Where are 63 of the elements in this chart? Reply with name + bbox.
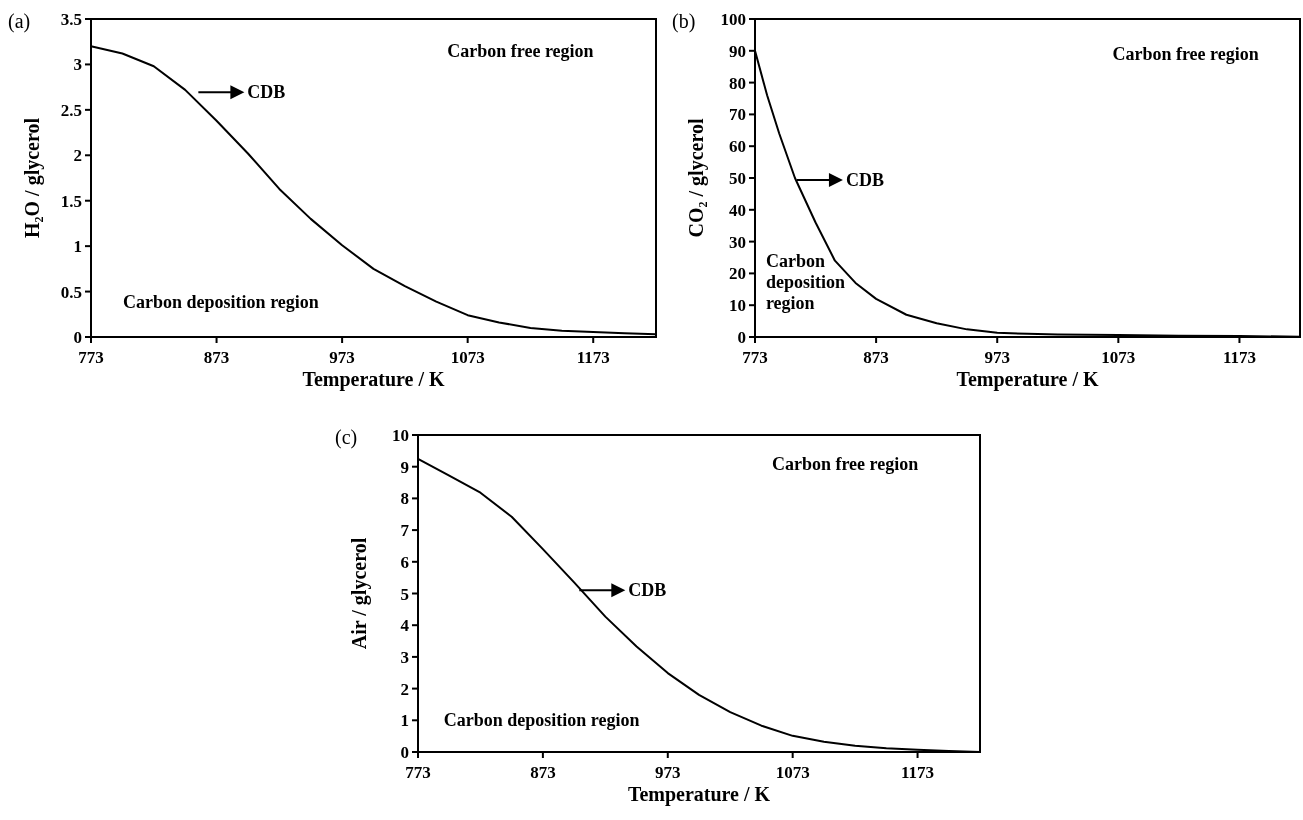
x-tick-label: 873 xyxy=(203,348,230,367)
x-axis-title: Temperature / K xyxy=(627,783,771,806)
x-tick-label: 1073 xyxy=(775,763,810,782)
x-tick-label: 1073 xyxy=(450,348,485,367)
x-tick-label: 1173 xyxy=(576,348,610,367)
y-tick-label: 100 xyxy=(720,10,746,29)
y-tick-label: 2 xyxy=(400,679,409,699)
annotation: Carbon deposition region xyxy=(443,710,640,731)
y-tick-label: 10 xyxy=(392,426,409,445)
y-tick-label: 7 xyxy=(400,521,410,541)
y-tick-label: 70 xyxy=(729,105,746,125)
y-tick-label: 20 xyxy=(729,264,746,284)
annotation: CDB xyxy=(845,169,884,190)
y-tick-label: 3.5 xyxy=(60,10,82,29)
x-axis-title: Temperature / K xyxy=(302,368,446,391)
y-tick-label: 60 xyxy=(729,137,746,157)
chart-title: (b) xyxy=(672,10,696,33)
y-tick-label: 80 xyxy=(729,73,746,93)
y-tick-label: 10 xyxy=(729,296,746,316)
y-tick-label: 2 xyxy=(73,146,82,166)
x-tick-label: 973 xyxy=(329,348,355,367)
annotation: Carbon deposition region xyxy=(123,292,319,313)
y-axis-title: CO₂ / glycerol xyxy=(685,118,708,238)
x-axis-title: Temperature / K xyxy=(956,368,1100,391)
y-tick-label: 30 xyxy=(729,232,746,252)
y-tick-label: 5 xyxy=(400,584,409,604)
y-tick-label: 0.5 xyxy=(60,282,82,302)
y-tick-label: 0 xyxy=(73,328,82,347)
x-tick-label: 873 xyxy=(530,763,556,782)
x-tick-label: 773 xyxy=(405,763,431,782)
annotation: CDB xyxy=(628,580,667,601)
y-tick-label: 0 xyxy=(737,328,746,347)
annotation: Carbon deposition region xyxy=(765,251,845,314)
y-tick-label: 40 xyxy=(729,200,746,220)
x-tick-label: 873 xyxy=(863,348,889,367)
y-tick-label: 8 xyxy=(400,489,409,509)
y-axis-title: Air / glycerol xyxy=(348,537,371,650)
x-tick-label: 773 xyxy=(742,348,768,367)
y-tick-label: 3 xyxy=(400,647,409,667)
y-tick-label: 0 xyxy=(400,743,409,762)
annotation: CDB xyxy=(247,82,286,103)
y-tick-label: 6 xyxy=(400,552,409,572)
x-tick-label: 973 xyxy=(984,348,1010,367)
x-tick-label: 973 xyxy=(655,763,681,782)
y-tick-label: 2.5 xyxy=(60,100,82,120)
annotation: Carbon free region xyxy=(771,453,919,474)
x-tick-label: 1173 xyxy=(1222,348,1256,367)
annotation: Carbon free region xyxy=(447,40,594,61)
y-tick-label: 3 xyxy=(73,55,82,75)
annotation: Carbon free region xyxy=(1112,43,1259,64)
y-tick-label: 1 xyxy=(400,711,409,731)
y-tick-label: 9 xyxy=(400,457,409,477)
y-tick-label: 4 xyxy=(400,616,410,636)
x-tick-label: 1073 xyxy=(1101,348,1136,367)
y-axis-title: H₂O / glycerol xyxy=(21,117,44,239)
y-tick-label: 1.5 xyxy=(60,191,82,211)
chart-title: (c) xyxy=(335,426,358,449)
y-tick-label: 50 xyxy=(729,169,746,188)
y-tick-label: 90 xyxy=(729,41,746,61)
chart-title: (a) xyxy=(8,10,31,33)
x-tick-label: 1173 xyxy=(901,763,935,782)
y-tick-label: 1 xyxy=(73,237,82,257)
x-tick-label: 773 xyxy=(78,348,104,367)
